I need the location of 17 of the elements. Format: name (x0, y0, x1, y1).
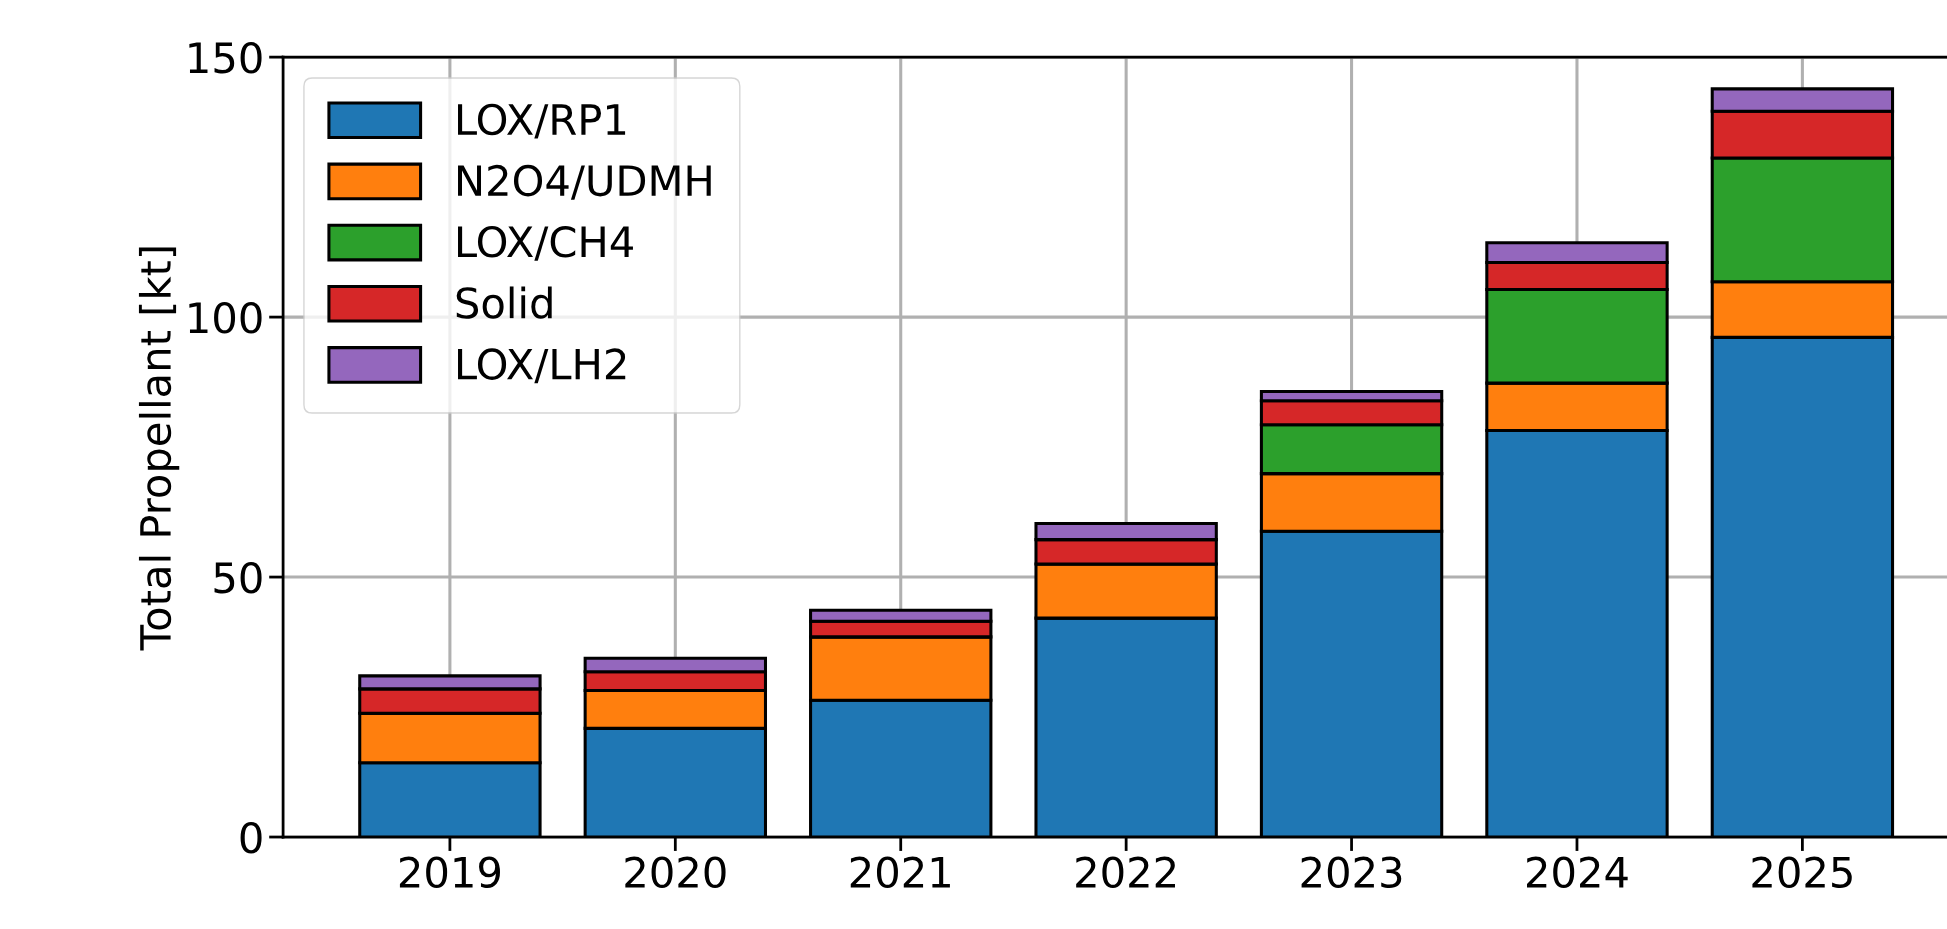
legend-label: N2O4/UDMH (458, 164, 711, 200)
x-tick-label: 2023 (1301, 856, 1402, 889)
y-tick-label: 0 (240, 821, 262, 854)
legend-label: Solid (456, 286, 552, 319)
legend-label: LOX/LH2 (458, 348, 626, 384)
x-tick-label: 2019 (399, 856, 500, 889)
legend-label: LOX/CH4 (458, 226, 633, 261)
x-tick-label: 2021 (850, 856, 950, 889)
x-tick-label: 2024 (1527, 856, 1628, 889)
x-tick-label: 2020 (625, 856, 726, 889)
x-tick-label: 2025 (1752, 856, 1852, 889)
y-tick-label: 50 (214, 561, 262, 594)
y-tick-label: 100 (189, 302, 262, 334)
y-tick-label: 150 (189, 42, 262, 74)
x-tick-label: 2022 (1076, 856, 1175, 889)
legend-label: LOX/RP1 (458, 103, 626, 139)
y-axis-title: Total Propellant [kt] (138, 247, 180, 651)
